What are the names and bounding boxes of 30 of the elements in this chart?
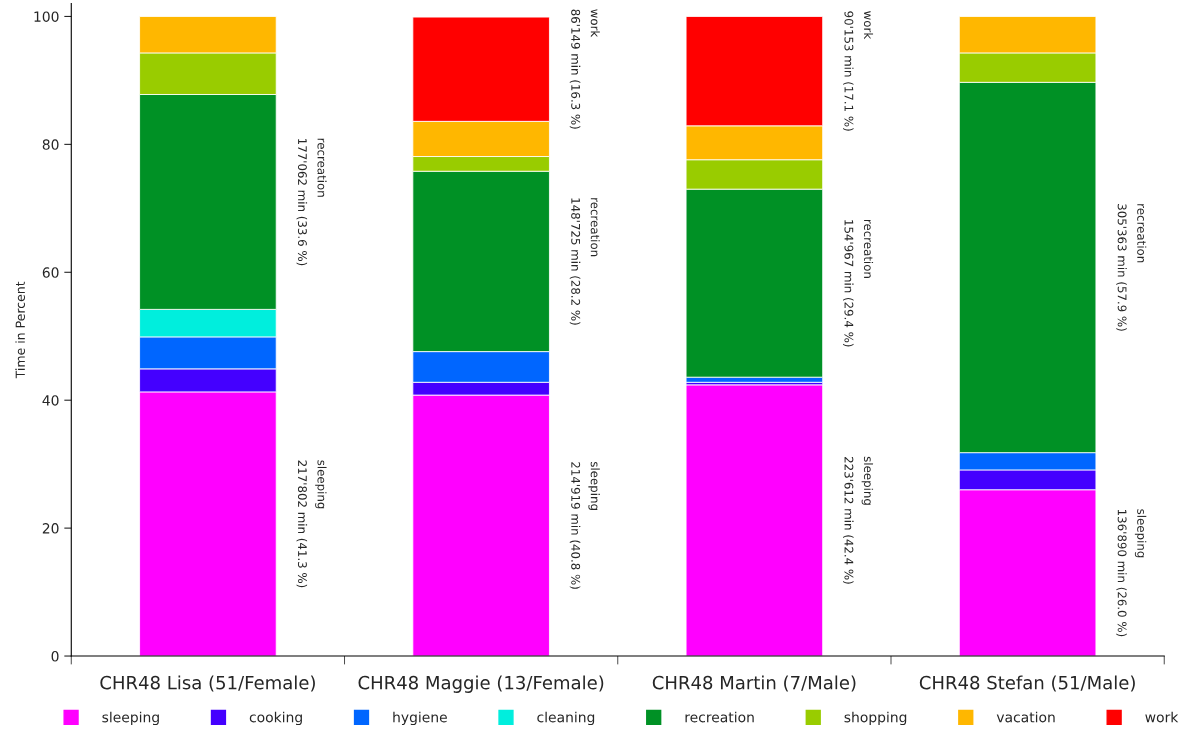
annotation: recreation 154'967 min (29.4 %) [843, 219, 874, 347]
y-tick-label: 0 [51, 651, 59, 662]
x-tick-label: CHR48 Lisa (51/Female) [100, 675, 315, 692]
legend-label: hygiene [393, 711, 447, 726]
y-tick-label: 60 [42, 267, 59, 278]
annotation: sleeping 136'890 min (26.0 %) [1116, 509, 1147, 637]
y-axis-title: Time in Percent [15, 281, 25, 379]
annotation: sleeping 223'612 min (42.4 %) [843, 456, 874, 584]
legend-label: sleeping [102, 711, 159, 726]
y-tick-label: 80 [42, 139, 59, 150]
legend-label: work [1145, 711, 1179, 723]
legend-label: recreation [685, 711, 754, 723]
x-tick-label: CHR48 Stefan (51/Male) [919, 675, 1135, 692]
legend-label: cleaning [537, 711, 595, 726]
annotation: sleeping 217'802 min (41.3 %) [296, 460, 327, 588]
y-tick-label: 20 [42, 523, 59, 534]
bar [685, 384, 824, 657]
annotation: recreation 148'725 min (28.2 %) [569, 198, 600, 325]
annotation: recreation 177'062 min (33.6 %) [296, 138, 327, 266]
x-tick-label: CHR48 Maggie (13/Female) [358, 675, 604, 693]
y-tick-label: 40 [42, 395, 59, 406]
legend-label: shopping [844, 711, 907, 726]
x-tick-label: CHR48 Martin (7/Male) [652, 675, 856, 692]
annotation: recreation 305'363 min (57.9 %) [1116, 204, 1147, 331]
y-tick-label: 100 [34, 11, 59, 22]
annotation: work 90'153 min (17.1 %) [843, 11, 874, 131]
legend-label: vacation [996, 711, 1055, 723]
annotation: sleeping 214'919 min (40.8 %) [569, 461, 600, 589]
legend-label: cooking [249, 711, 302, 726]
annotation: work 86'149 min (16.3 %) [569, 9, 600, 129]
